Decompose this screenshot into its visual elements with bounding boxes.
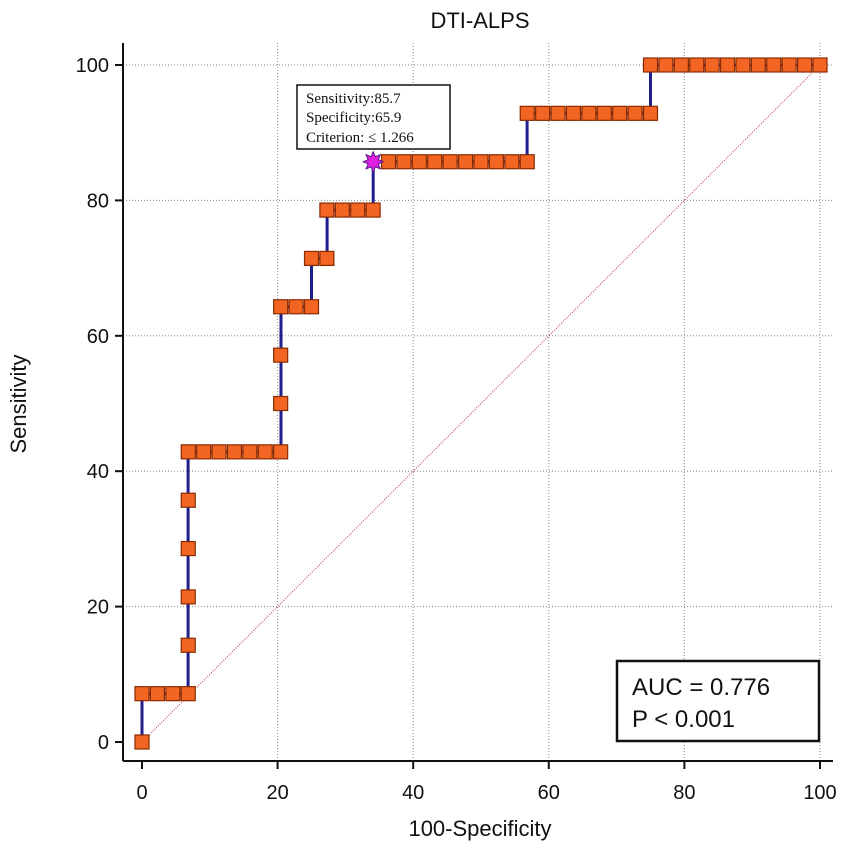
roc-point [658, 57, 674, 73]
roc-point [288, 299, 304, 315]
roc-point [550, 105, 566, 121]
roc-point [273, 444, 289, 460]
roc-point [766, 57, 782, 73]
reference-diagonal [141, 64, 821, 743]
roc-point [812, 57, 828, 73]
y-tick-label: 60 [87, 326, 109, 348]
roc-point [427, 154, 443, 170]
roc-point [642, 57, 659, 73]
roc-markers [134, 57, 828, 750]
roc-point [565, 105, 582, 121]
roc-point [180, 686, 196, 702]
roc-point [180, 492, 196, 508]
y-axis-title: Sensitivity [6, 354, 31, 453]
y-tick-label: 40 [87, 461, 109, 483]
x-tick-label: 20 [266, 782, 288, 804]
roc-point [396, 154, 412, 170]
roc-point [211, 444, 227, 460]
roc-point [519, 105, 535, 121]
roc-point [180, 444, 196, 460]
roc-point [350, 202, 366, 218]
annotation-sensitivity: Sensitivity:85.7 [306, 91, 401, 107]
y-tick-labels: 0 20 40 60 80 100 [76, 55, 123, 754]
x-tick-label: 100 [803, 782, 836, 804]
roc-point [458, 154, 474, 170]
roc-point [596, 105, 612, 121]
x-tick-label: 80 [673, 782, 695, 804]
stats-box: AUC = 0.776 P < 0.001 [615, 659, 821, 743]
roc-point [750, 57, 766, 73]
roc-point [719, 57, 736, 73]
roc-point [273, 347, 289, 363]
y-tick-label: 80 [87, 190, 109, 212]
roc-point [180, 540, 196, 557]
p-value-label: P < 0.001 [632, 706, 735, 733]
roc-point [627, 105, 643, 121]
roc-point [134, 734, 150, 750]
criterion-annotation: Sensitivity:85.7 Specificity:65.9 Criter… [296, 84, 451, 150]
roc-point [334, 202, 350, 218]
roc-point [781, 57, 797, 73]
x-axis-title: 100-Specificity [408, 816, 551, 841]
roc-point [196, 444, 212, 460]
optimal-point-marker [361, 150, 385, 174]
roc-point [411, 154, 427, 170]
roc-point [612, 105, 628, 121]
roc-point [180, 589, 196, 605]
roc-point [149, 686, 165, 702]
roc-point [365, 202, 381, 218]
roc-point [319, 250, 335, 267]
roc-point [704, 57, 720, 73]
roc-point [273, 395, 289, 412]
roc-point [303, 250, 320, 267]
roc-point [242, 444, 258, 460]
roc-point [180, 637, 196, 653]
x-tick-label: 40 [402, 782, 424, 804]
roc-point [134, 686, 150, 702]
roc-point [673, 57, 689, 73]
roc-point [488, 154, 504, 170]
roc-point [273, 299, 289, 315]
roc-point [797, 57, 813, 73]
roc-point [303, 299, 320, 315]
roc-point [689, 57, 705, 73]
x-tick-labels: 0 20 40 60 80 100 [136, 761, 837, 804]
roc-point [504, 154, 520, 170]
chart-title: DTI-ALPS [430, 8, 529, 33]
roc-point [581, 105, 597, 121]
roc-point [519, 154, 535, 170]
auc-label: AUC = 0.776 [632, 674, 770, 701]
roc-point [642, 105, 659, 121]
roc-point [473, 154, 489, 170]
roc-point [535, 105, 551, 121]
roc-point [165, 686, 181, 702]
grid [123, 43, 833, 761]
roc-point [319, 202, 335, 218]
annotation-specificity: Specificity:65.9 [306, 110, 401, 126]
y-tick-label: 0 [98, 732, 109, 754]
roc-point [257, 444, 273, 460]
x-tick-label: 0 [136, 782, 147, 804]
roc-point [442, 154, 458, 170]
x-tick-label: 60 [538, 782, 560, 804]
annotation-criterion: Criterion: ≤ 1.266 [306, 130, 414, 146]
y-tick-label: 20 [87, 597, 109, 619]
roc-point [735, 57, 751, 73]
axes [122, 43, 833, 762]
roc-point [226, 444, 243, 460]
y-tick-label: 100 [76, 55, 109, 77]
